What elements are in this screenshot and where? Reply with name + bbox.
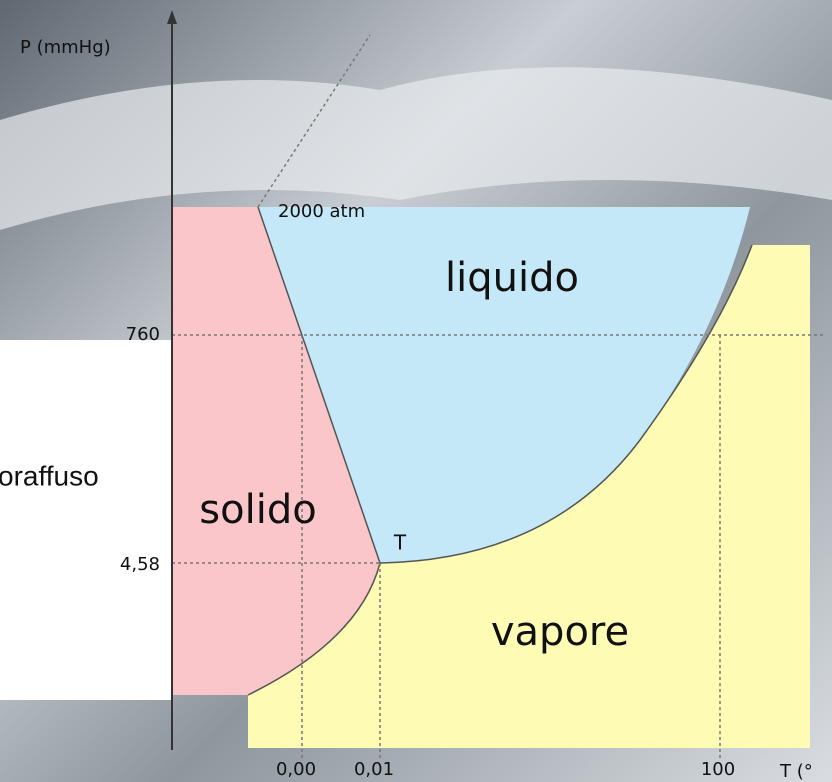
fusion-curve [257, 206, 381, 564]
p-label: 4,58 [120, 554, 160, 575]
t-label: 100 [701, 759, 735, 780]
p-label: 760 [126, 324, 160, 345]
x-axis-label: T (° [779, 761, 813, 782]
y-axis-arrow [167, 10, 177, 24]
sublimation-curve [247, 562, 381, 696]
solid-region [172, 207, 380, 695]
fusion-extension [257, 34, 371, 208]
vapor-region [248, 245, 810, 748]
y-axis-label: P (mmHg) [20, 37, 111, 58]
vapor-label: vapore [491, 609, 629, 655]
t-label: 0,00 [276, 759, 316, 780]
triple-point-label: T [393, 531, 407, 555]
side-panel [0, 340, 172, 700]
side-text: oraffuso [0, 460, 99, 491]
liquid-label: liquido [445, 255, 579, 301]
top-annotation: 2000 atm [278, 201, 365, 222]
solid-label: solido [199, 487, 316, 533]
t-label: 0,01 [354, 759, 394, 780]
vaporization-curve [379, 244, 753, 564]
snow-slope [0, 67, 832, 230]
liquid-region [258, 207, 750, 563]
